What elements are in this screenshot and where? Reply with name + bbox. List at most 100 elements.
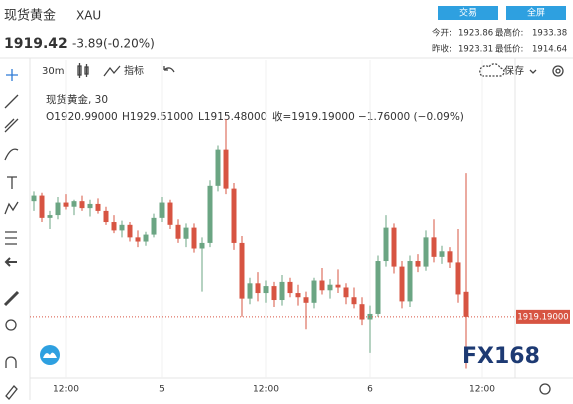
brush-tool[interactable] (4, 148, 19, 161)
title: 现货黄金 (4, 8, 56, 24)
back-tool[interactable] (4, 257, 17, 267)
candle-icon[interactable] (77, 63, 89, 78)
stat-value: 1923.86 (458, 29, 493, 39)
stat-label: 最低价: (495, 44, 523, 55)
candle-body (439, 251, 445, 257)
logo-icon (43, 352, 57, 358)
candle-body (375, 261, 381, 314)
candle-body (343, 287, 349, 298)
candle-body (335, 284, 341, 288)
candle-body (295, 293, 301, 298)
candle-body (119, 224, 125, 231)
price: 1919.42 (4, 36, 68, 52)
pen-tool[interactable] (5, 385, 18, 400)
last-price-label: 1919.19000 (517, 312, 568, 322)
candle-body (127, 224, 133, 238)
candle-body (55, 202, 61, 216)
stats: 今开: 1923.86 最高价: 1933.38 昨收: 1923.31 最低价… (432, 28, 567, 55)
left-toolbar (3, 69, 20, 400)
change: -3.89(-0.20%) (72, 37, 155, 51)
candle-body (167, 202, 173, 225)
stat-value: 1914.64 (532, 45, 567, 55)
candle-body (407, 261, 413, 302)
candle-body (455, 262, 461, 295)
indicators[interactable]: 指标 (124, 64, 144, 77)
x-tick-label: 12:00 (253, 385, 279, 395)
ohlc-legend: O1920.99000 H1929.51000 L1915.48000 收=19… (46, 110, 464, 123)
pattern-tool[interactable] (4, 201, 19, 215)
indicator-icon[interactable] (103, 65, 121, 77)
x-tick-label: 12:00 (53, 385, 79, 395)
magnet-tool[interactable] (5, 356, 17, 368)
ruler-tool[interactable] (3, 290, 20, 307)
legend-high: H1929.51000 (122, 111, 193, 123)
cloud-icon[interactable] (479, 63, 505, 77)
legend-name: 现货黄金, 30 (46, 93, 108, 106)
last-price-box (516, 309, 570, 324)
text-tool[interactable] (7, 176, 17, 189)
candle-body (159, 202, 165, 218)
stat-label: 今开: (432, 28, 452, 39)
candle-body (231, 188, 237, 243)
candle-body (391, 227, 397, 267)
legend-open: O1920.99000 (46, 111, 118, 123)
candle-body (319, 280, 325, 291)
fullscreen-button[interactable] (506, 6, 566, 20)
crosshair-tool[interactable] (6, 69, 18, 81)
dropdown-icon[interactable] (529, 69, 537, 74)
candle-body (327, 284, 333, 291)
candle-body (351, 297, 357, 305)
candle-body (271, 286, 277, 301)
candle-body (79, 201, 85, 209)
line-tool[interactable] (4, 94, 19, 109)
candle-body (311, 280, 317, 303)
candle-body (39, 195, 45, 218)
trade-button[interactable] (438, 6, 498, 20)
candle-body (383, 227, 389, 262)
symbol: XAU (76, 9, 101, 23)
interval[interactable]: 30m (42, 66, 64, 77)
stat-value: 1923.31 (458, 45, 493, 55)
candle-body (287, 281, 293, 294)
candle-body (303, 297, 309, 303)
fullscreen-button-label[interactable]: 全屏 (527, 7, 545, 19)
candle-body (183, 227, 189, 239)
chart-settings[interactable] (539, 383, 551, 395)
zoom-tool[interactable] (5, 319, 17, 331)
settings-icon[interactable] (552, 65, 564, 77)
measure-tool[interactable] (5, 231, 17, 245)
candle-body (63, 202, 69, 207)
candle-body (31, 195, 37, 202)
candle-body (399, 266, 405, 302)
candle-body (223, 149, 229, 189)
candle-body (247, 283, 253, 299)
candle-body (87, 203, 93, 209)
candle-body (175, 224, 181, 239)
candle-body (207, 185, 213, 243)
legend-low: L1915.48000 (198, 111, 267, 123)
candle-body (135, 237, 141, 242)
candle-body (239, 242, 245, 299)
candle-body (191, 227, 197, 249)
candle-body (447, 251, 453, 263)
fib-tool[interactable] (4, 118, 19, 133)
settings-icon-center (555, 68, 561, 74)
trade-button-label[interactable]: 交易 (459, 7, 477, 19)
stat-label: 昨收: (432, 44, 452, 55)
candle-body (47, 215, 53, 218)
candle-body (431, 237, 437, 257)
x-tick-label: 5 (159, 385, 165, 395)
undo-icon[interactable] (163, 66, 175, 73)
candle-body (263, 286, 269, 294)
save[interactable]: 保存 (504, 64, 524, 77)
candle-body (111, 222, 117, 231)
candle-body (71, 201, 77, 207)
candle-body (359, 304, 365, 320)
candle-body (199, 242, 205, 249)
candle-body (279, 281, 285, 301)
plot: 12:00 5 12:00 6 12:00 1919.19000 (30, 60, 570, 395)
candle-body (95, 203, 101, 211)
stat-label: 最高价: (495, 28, 523, 39)
